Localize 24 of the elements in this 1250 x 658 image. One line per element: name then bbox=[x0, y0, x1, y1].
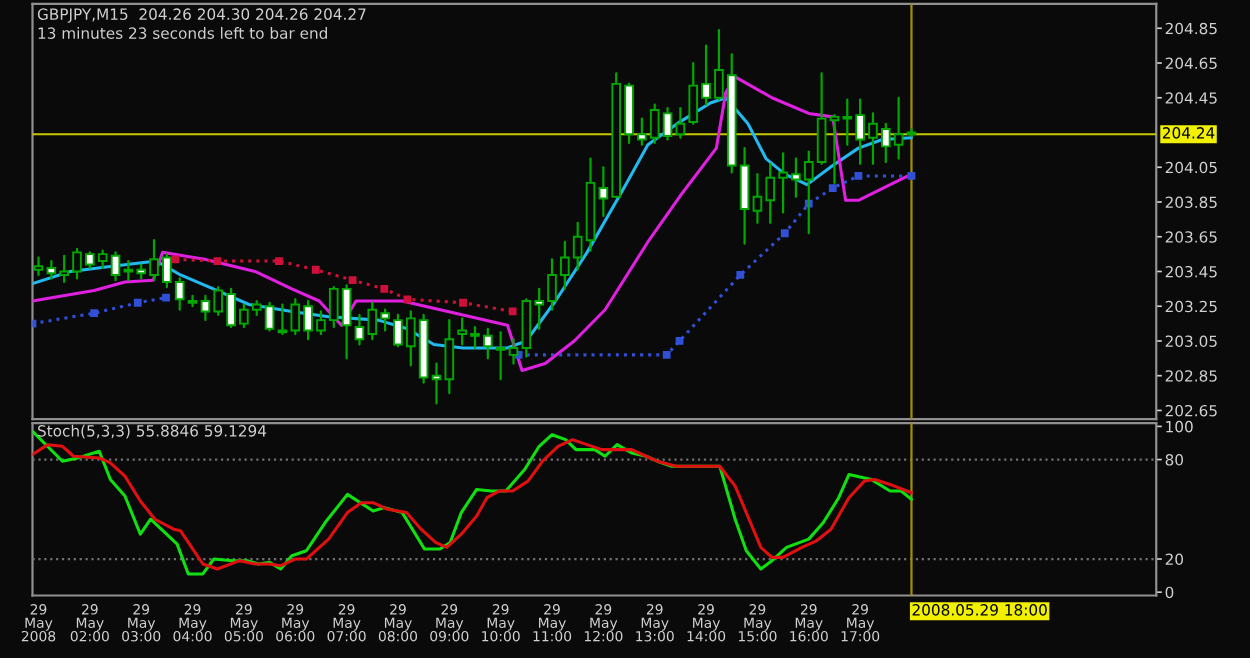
point bbox=[403, 295, 412, 304]
point bbox=[90, 309, 99, 318]
point bbox=[275, 257, 283, 265]
candlestick bbox=[187, 294, 198, 308]
point bbox=[854, 172, 863, 180]
point bbox=[348, 276, 357, 285]
candlestick bbox=[508, 338, 519, 365]
point bbox=[311, 265, 320, 274]
point bbox=[675, 337, 684, 345]
point bbox=[662, 350, 671, 359]
point bbox=[459, 298, 467, 307]
candlestick bbox=[675, 107, 686, 139]
point bbox=[213, 257, 222, 265]
candlestick bbox=[495, 331, 506, 381]
point bbox=[828, 184, 837, 192]
point bbox=[736, 271, 745, 279]
point bbox=[380, 284, 389, 293]
point bbox=[162, 293, 170, 302]
candlestick bbox=[33, 256, 44, 277]
point bbox=[508, 307, 517, 316]
point bbox=[780, 229, 789, 238]
point bbox=[133, 298, 142, 307]
point bbox=[907, 172, 916, 180]
point bbox=[171, 255, 180, 264]
